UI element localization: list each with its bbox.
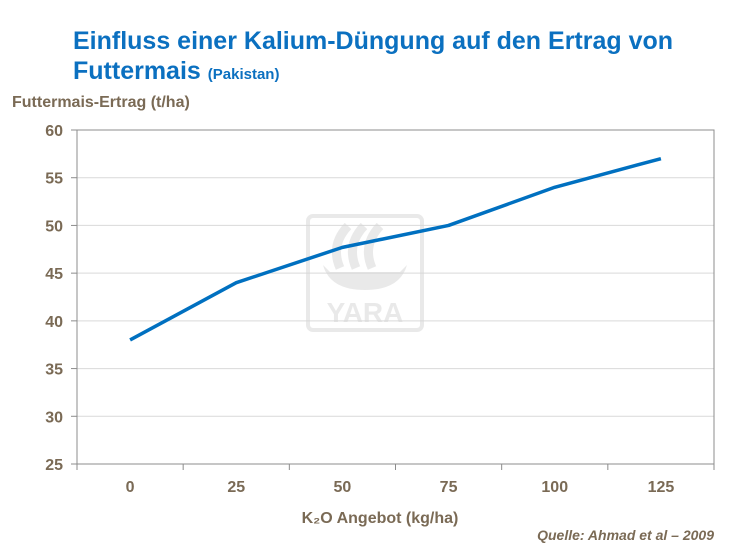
chart-subtitle: (Pakistan) (207, 66, 280, 83)
series-line (129, 156, 662, 342)
y-tick-label: 35 (45, 362, 63, 379)
chart-title: Einfluss einer Kalium-Düngung auf den Er… (73, 26, 713, 90)
y-tick-label: 30 (45, 409, 63, 426)
y-axis-label: Futtermais-Ertrag (t/ha) (12, 94, 190, 111)
y-tick-label: 25 (45, 457, 63, 474)
title-text: Einfluss einer Kalium-Düngung auf den Er… (73, 27, 674, 85)
yara-logo-watermark: YARA (306, 214, 424, 332)
x-axis-label: K₂O Angebot (kg/ha) (301, 510, 459, 527)
x-tick-label: 75 (440, 479, 458, 496)
x-tick-label: 0 (126, 479, 135, 496)
y-tick-label: 60 (45, 123, 63, 140)
y-tick-label: 50 (45, 218, 63, 235)
x-tick-label: 25 (227, 479, 245, 496)
y-tick-label: 45 (45, 266, 63, 283)
x-tick-label: 100 (541, 479, 568, 496)
watermark-text: YARA (327, 297, 404, 328)
y-tick-label: 40 (45, 314, 63, 331)
y-tick-label: 55 (45, 171, 63, 188)
source-note: Quelle: Ahmad et al – 2009 (537, 527, 714, 543)
x-tick-label: 50 (334, 479, 352, 496)
x-tick-label: 125 (648, 479, 675, 496)
